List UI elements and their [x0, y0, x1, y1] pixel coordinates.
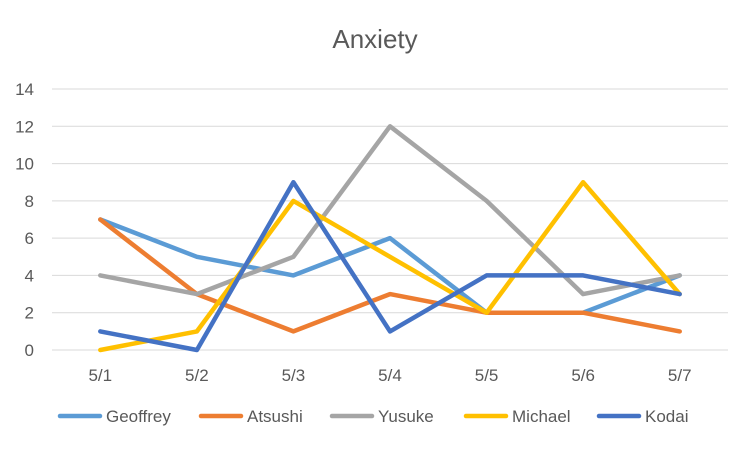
legend: Geoffrey Atsushi Yusuke Michael Kodai: [57, 407, 688, 426]
y-tick-label: 14: [15, 80, 34, 99]
y-tick-label: 8: [25, 192, 34, 211]
y-tick-label: 2: [25, 304, 34, 323]
y-tick-label: 0: [25, 341, 34, 360]
legend-label-atsushi: Atsushi: [247, 407, 303, 426]
series-line-geoffrey: [98, 217, 682, 315]
x-tick-label: 5/5: [475, 366, 499, 385]
chart-title: Anxiety: [332, 24, 417, 54]
x-axis-tick-labels: 5/1 5/2 5/3 5/4 5/5 5/6 5/7: [88, 366, 691, 385]
y-tick-label: 6: [25, 229, 34, 248]
legend-label-kodai: Kodai: [645, 407, 688, 426]
x-tick-label: 5/6: [571, 366, 595, 385]
series-line-michael: [98, 179, 682, 353]
legend-label-geoffrey: Geoffrey: [106, 407, 171, 426]
x-tick-label: 5/1: [88, 366, 112, 385]
x-tick-label: 5/2: [185, 366, 209, 385]
series-line-yusuke: [98, 124, 682, 297]
x-tick-label: 5/3: [282, 366, 306, 385]
y-tick-label: 4: [25, 266, 34, 285]
gridlines: [52, 88, 728, 351]
y-tick-label: 12: [15, 117, 34, 136]
x-tick-label: 5/7: [668, 366, 692, 385]
y-tick-label: 10: [15, 155, 34, 174]
legend-label-yusuke: Yusuke: [378, 407, 434, 426]
legend-label-michael: Michael: [512, 407, 571, 426]
series-line-kodai: [98, 179, 682, 353]
x-tick-label: 5/4: [378, 366, 402, 385]
y-axis-tick-labels: 0 2 4 6 8 10 12 14: [15, 80, 34, 360]
series-lines: [98, 124, 682, 353]
